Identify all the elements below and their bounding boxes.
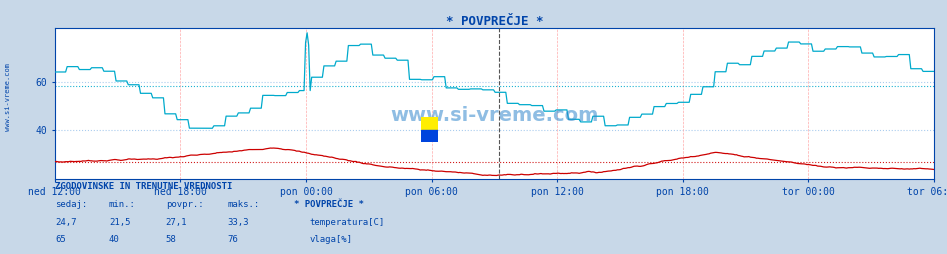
Text: temperatura[C]: temperatura[C] [310,218,384,227]
Text: www.si-vreme.com: www.si-vreme.com [5,62,10,131]
Text: sedaj:: sedaj: [55,200,87,209]
Text: 76: 76 [227,235,238,244]
Text: www.si-vreme.com: www.si-vreme.com [390,106,599,125]
Title: * POVPREČJE *: * POVPREČJE * [446,15,543,28]
Text: 58: 58 [166,235,176,244]
Text: maks.:: maks.: [227,200,259,209]
Text: 40: 40 [109,235,119,244]
Text: 24,7: 24,7 [55,218,77,227]
Text: 21,5: 21,5 [109,218,131,227]
Text: 33,3: 33,3 [227,218,249,227]
Text: vlaga[%]: vlaga[%] [310,235,352,244]
Text: 65: 65 [55,235,65,244]
Text: ZGODOVINSKE IN TRENUTNE VREDNOSTI: ZGODOVINSKE IN TRENUTNE VREDNOSTI [55,182,232,191]
Text: * POVPREČJE *: * POVPREČJE * [294,200,364,209]
Bar [421,130,438,142]
Text: 27,1: 27,1 [166,218,188,227]
Text: povpr.:: povpr.: [166,200,204,209]
Bar [421,117,438,130]
Text: min.:: min.: [109,200,135,209]
